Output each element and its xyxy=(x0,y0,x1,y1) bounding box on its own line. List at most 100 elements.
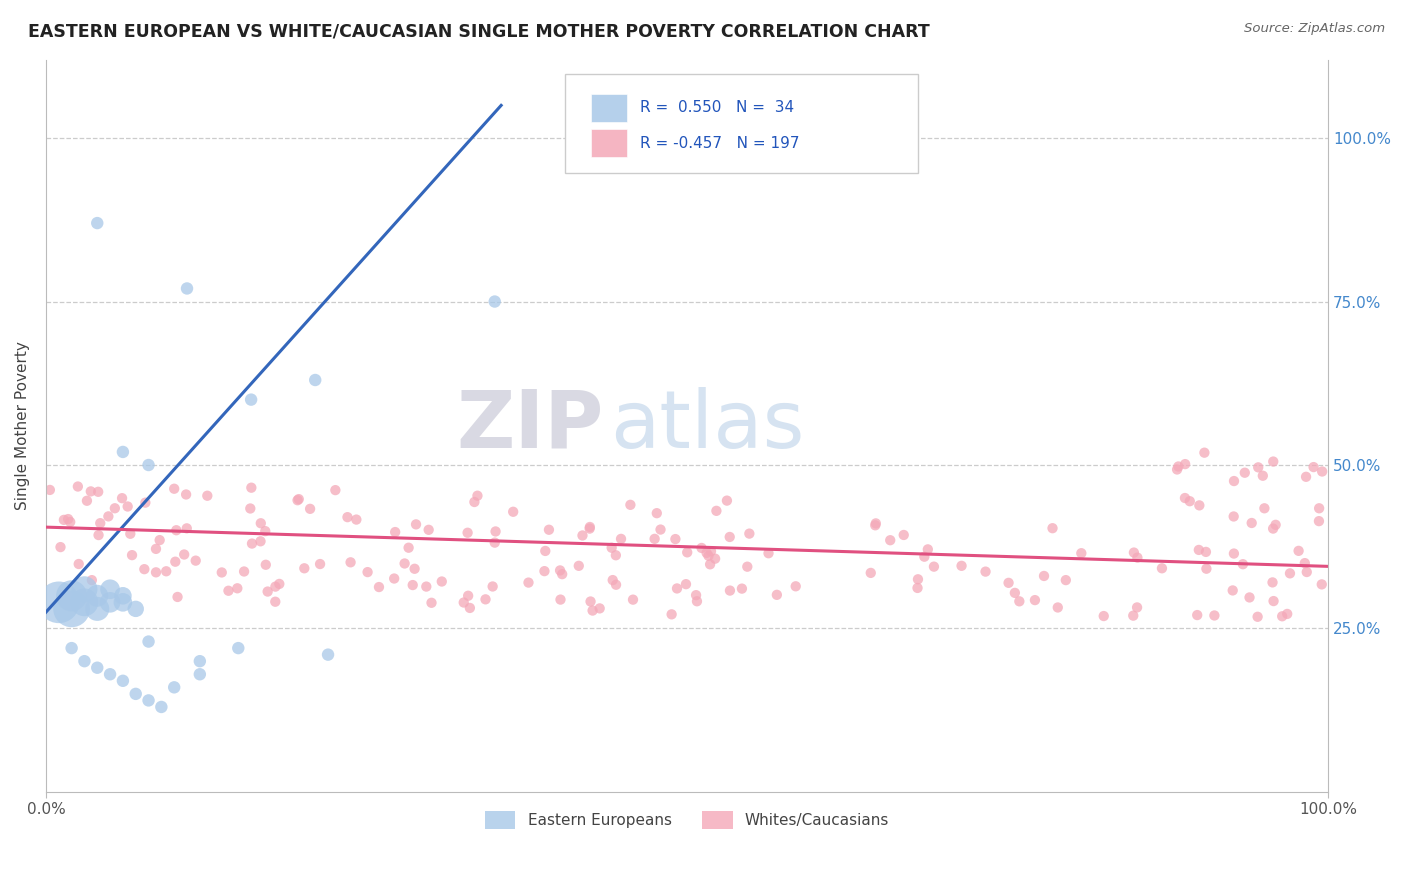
Point xyxy=(356,565,378,579)
Point xyxy=(138,458,160,472)
Point xyxy=(1222,583,1244,598)
Point xyxy=(233,565,256,579)
Point xyxy=(1308,501,1330,516)
Point xyxy=(239,501,262,516)
Point xyxy=(87,484,110,499)
Point xyxy=(922,559,945,574)
Point xyxy=(463,495,485,509)
Point xyxy=(1166,462,1188,476)
Point xyxy=(174,487,197,501)
Y-axis label: Single Mother Poverty: Single Mother Poverty xyxy=(15,342,30,510)
Point xyxy=(517,575,540,590)
Point xyxy=(467,489,489,503)
Point xyxy=(111,673,134,688)
Point xyxy=(1294,556,1316,570)
Point xyxy=(430,574,453,589)
Point xyxy=(287,493,309,508)
Point xyxy=(1046,600,1069,615)
Point xyxy=(49,540,72,554)
Point xyxy=(80,484,103,499)
Point xyxy=(264,580,287,594)
Point xyxy=(117,500,139,514)
Point xyxy=(481,579,503,593)
Point xyxy=(893,528,915,542)
Point xyxy=(1004,586,1026,600)
Point xyxy=(86,589,108,603)
Point xyxy=(704,551,727,566)
Point xyxy=(86,661,108,675)
Point xyxy=(1204,608,1226,623)
Point xyxy=(138,693,160,707)
Point xyxy=(610,532,633,546)
Point xyxy=(86,216,108,230)
Point xyxy=(1251,468,1274,483)
Point xyxy=(73,595,96,609)
Point xyxy=(571,528,593,542)
Point xyxy=(188,667,211,681)
Point xyxy=(690,541,713,555)
Point xyxy=(155,564,177,578)
Point xyxy=(145,541,167,556)
Point xyxy=(676,545,699,559)
Point xyxy=(865,518,887,533)
Point xyxy=(1042,521,1064,535)
FancyBboxPatch shape xyxy=(591,129,627,157)
Point xyxy=(1150,561,1173,575)
Point xyxy=(533,564,555,578)
Point xyxy=(731,582,754,596)
Point xyxy=(304,373,326,387)
Point xyxy=(1310,465,1333,479)
Point xyxy=(686,594,709,608)
Point xyxy=(578,522,600,536)
Point xyxy=(134,496,156,510)
Point xyxy=(1223,474,1246,488)
Point xyxy=(1174,457,1197,471)
Point xyxy=(551,567,574,582)
Point xyxy=(997,575,1019,590)
Point xyxy=(76,493,98,508)
Point xyxy=(602,573,624,587)
Point xyxy=(1264,517,1286,532)
Point xyxy=(264,595,287,609)
Point xyxy=(457,525,479,540)
Point xyxy=(240,481,263,495)
Point xyxy=(1126,550,1149,565)
Legend: Eastern Europeans, Whites/Caucasians: Eastern Europeans, Whites/Caucasians xyxy=(478,805,896,836)
Point xyxy=(97,509,120,524)
Point xyxy=(1246,609,1268,624)
Point xyxy=(600,541,623,555)
Point xyxy=(912,549,935,564)
Point xyxy=(685,588,707,602)
Point xyxy=(165,555,187,569)
Point xyxy=(1263,454,1285,468)
Point xyxy=(166,590,188,604)
Point xyxy=(104,501,127,516)
Point xyxy=(73,654,96,668)
Point xyxy=(718,583,741,598)
Point xyxy=(605,548,627,562)
Point xyxy=(256,584,278,599)
Point xyxy=(138,634,160,648)
Point xyxy=(1024,593,1046,607)
Point xyxy=(111,491,134,505)
Point xyxy=(211,566,233,580)
Point xyxy=(907,581,929,595)
Text: Source: ZipAtlas.com: Source: ZipAtlas.com xyxy=(1244,22,1385,36)
Point xyxy=(1194,445,1216,459)
Point xyxy=(474,592,496,607)
Point xyxy=(581,603,603,617)
Point xyxy=(184,554,207,568)
Point xyxy=(579,520,602,534)
Point xyxy=(1178,494,1201,508)
Point xyxy=(706,504,728,518)
Point xyxy=(1126,600,1149,615)
Point xyxy=(176,521,198,535)
Point xyxy=(56,512,79,526)
Point xyxy=(1222,509,1244,524)
Point xyxy=(1008,594,1031,608)
Point xyxy=(579,594,602,608)
Point xyxy=(758,546,780,560)
Point xyxy=(974,565,997,579)
Point xyxy=(336,510,359,524)
Point xyxy=(59,515,82,529)
